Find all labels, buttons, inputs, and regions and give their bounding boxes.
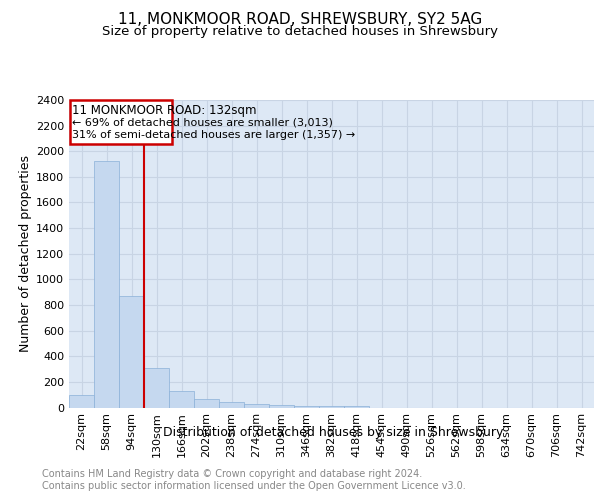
Bar — [244, 404, 269, 407]
Bar — [144, 368, 169, 408]
Bar — [69, 394, 94, 407]
Text: Contains public sector information licensed under the Open Government Licence v3: Contains public sector information licen… — [42, 481, 466, 491]
Bar — [194, 398, 219, 407]
Bar — [94, 162, 119, 408]
Bar — [319, 406, 344, 407]
Bar — [169, 391, 194, 407]
Bar — [344, 406, 369, 407]
Text: ← 69% of detached houses are smaller (3,013): ← 69% of detached houses are smaller (3,… — [71, 117, 332, 127]
Bar — [294, 406, 319, 407]
Text: Contains HM Land Registry data © Crown copyright and database right 2024.: Contains HM Land Registry data © Crown c… — [42, 469, 422, 479]
Bar — [119, 296, 144, 408]
Bar — [219, 402, 244, 407]
FancyBboxPatch shape — [70, 100, 172, 144]
Text: Size of property relative to detached houses in Shrewsbury: Size of property relative to detached ho… — [102, 25, 498, 38]
Bar — [269, 405, 294, 407]
Text: Distribution of detached houses by size in Shrewsbury: Distribution of detached houses by size … — [163, 426, 503, 439]
Y-axis label: Number of detached properties: Number of detached properties — [19, 155, 32, 352]
Text: 31% of semi-detached houses are larger (1,357) →: 31% of semi-detached houses are larger (… — [71, 130, 355, 140]
Text: 11 MONKMOOR ROAD: 132sqm: 11 MONKMOOR ROAD: 132sqm — [71, 104, 256, 117]
Text: 11, MONKMOOR ROAD, SHREWSBURY, SY2 5AG: 11, MONKMOOR ROAD, SHREWSBURY, SY2 5AG — [118, 12, 482, 28]
